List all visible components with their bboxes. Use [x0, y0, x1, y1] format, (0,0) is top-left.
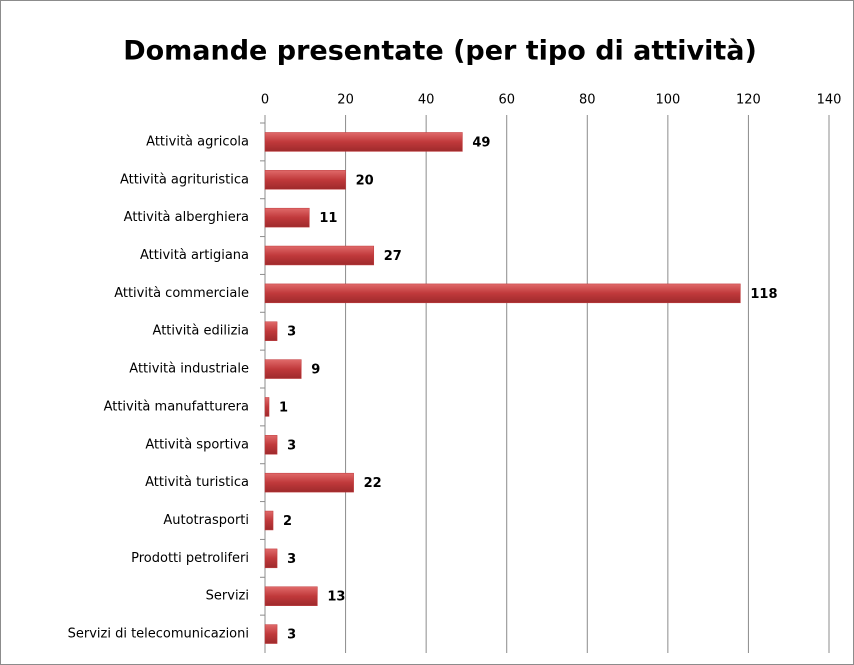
value-label: 3: [287, 325, 296, 340]
y-tick-label: Attività turistica: [145, 475, 249, 490]
bar: [264, 586, 318, 606]
bar: [264, 283, 741, 304]
value-label: 20: [356, 173, 374, 188]
y-tick-label: Attività manufatturera: [104, 399, 249, 414]
bar: [264, 435, 278, 455]
value-label: 22: [364, 476, 382, 491]
y-tick-label: Attività agricola: [146, 134, 249, 149]
bar: [264, 321, 278, 341]
bar: [264, 624, 278, 644]
bar: [264, 472, 354, 493]
y-tick-label: Prodotti petroliferi: [131, 551, 249, 566]
value-label: 118: [750, 287, 777, 302]
x-tick-label: 20: [337, 93, 354, 108]
y-tick-label: Servizi di telecomunicazioni: [68, 627, 249, 642]
x-tick-label: 60: [498, 93, 515, 108]
y-tick-label: Servizi: [206, 589, 249, 604]
y-tick-label: Autotrasporti: [163, 513, 249, 528]
value-label: 27: [384, 249, 402, 264]
x-tick-label: 40: [418, 93, 435, 108]
value-label: 3: [287, 438, 296, 453]
y-tick-label: Attività sportiva: [145, 437, 249, 452]
value-label: 3: [287, 628, 296, 643]
chart-title: Domande presentate (per tipo di attività…: [123, 36, 757, 67]
x-tick-label: 140: [817, 93, 842, 108]
value-label: 2: [283, 514, 292, 529]
bar: [264, 207, 310, 228]
bar: [264, 548, 278, 569]
value-label: 3: [287, 552, 296, 567]
value-label: 11: [319, 211, 337, 226]
y-tick-label: Attività artigiana: [140, 248, 249, 263]
value-label: 9: [311, 363, 320, 378]
value-label: 49: [472, 135, 490, 150]
x-tick-label: 120: [736, 93, 761, 108]
bar: [264, 170, 346, 190]
value-label: 1: [279, 400, 288, 415]
bar: [264, 397, 270, 417]
x-tick-label: 100: [655, 93, 680, 108]
y-tick-label: Attività edilizia: [153, 324, 249, 339]
x-tick-label: 0: [261, 93, 269, 108]
y-tick-label: Attività industriale: [129, 362, 249, 377]
y-tick-label: Attività commerciale: [114, 286, 249, 301]
bar: [264, 359, 302, 379]
y-tick-label: Attività alberghiera: [124, 210, 249, 225]
bar: [264, 132, 463, 152]
bar: [264, 245, 375, 266]
x-tick-label: 80: [579, 93, 596, 108]
y-tick-label: Attività agrituristica: [120, 172, 249, 187]
value-label: 13: [327, 590, 345, 605]
bar: [264, 510, 274, 531]
